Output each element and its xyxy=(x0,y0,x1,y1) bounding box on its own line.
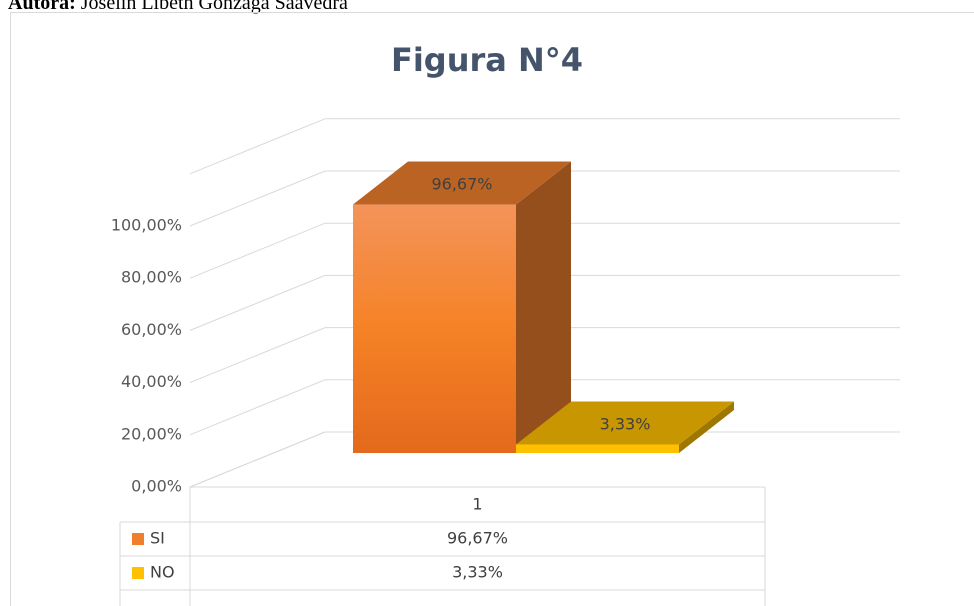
legend-swatch xyxy=(132,533,144,545)
table-cell: 96,67% xyxy=(447,529,508,548)
grid-line xyxy=(189,222,900,279)
legend-label: NO xyxy=(150,563,175,582)
bar xyxy=(516,444,679,453)
legend-swatch xyxy=(132,567,144,579)
grid-line xyxy=(189,431,900,488)
chart-title: Figura N°4 xyxy=(391,41,583,79)
wall-edge xyxy=(189,118,326,175)
header-label: Autora: xyxy=(8,0,76,14)
data-label: 3,33% xyxy=(600,414,651,433)
bar-top xyxy=(353,161,571,205)
grid-line xyxy=(189,170,900,227)
grid-line xyxy=(189,274,900,331)
data-label: 96,67% xyxy=(431,175,492,194)
y-tick-label: 60,00% xyxy=(121,320,182,339)
y-tick-label: 40,00% xyxy=(121,372,182,391)
bar-side xyxy=(516,161,571,453)
bar xyxy=(353,204,516,453)
table-cell: 3,33% xyxy=(452,563,503,582)
x-tick-label: 1 xyxy=(472,495,482,514)
chart-border xyxy=(10,12,974,606)
legend-label: SI xyxy=(150,529,165,548)
y-tick-label: 0,00% xyxy=(131,477,182,496)
grid-line xyxy=(189,379,900,436)
bar-side xyxy=(679,401,734,453)
y-tick-label: 20,00% xyxy=(121,424,182,443)
y-tick-label: 100,00% xyxy=(111,216,182,235)
grid-line xyxy=(189,327,900,384)
header: Autora: Joselin Libeth Gonzaga Saavedra xyxy=(8,0,348,14)
header-author: Joselin Libeth Gonzaga Saavedra xyxy=(81,0,348,14)
y-tick-label: 80,00% xyxy=(121,268,182,287)
bar-top xyxy=(516,401,734,445)
